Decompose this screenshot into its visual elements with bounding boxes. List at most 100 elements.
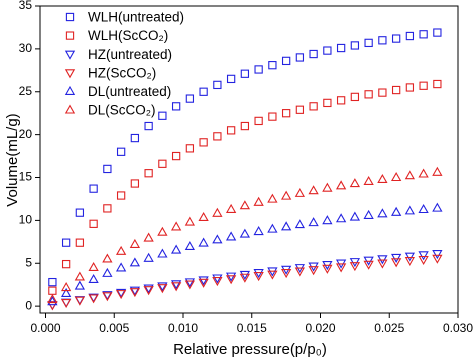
- y-tick-label: 35: [19, 0, 33, 12]
- data-point: [184, 240, 196, 251]
- data-point: [378, 88, 387, 97]
- data-point: [226, 126, 236, 135]
- data-point: [268, 61, 277, 70]
- data-point: [335, 213, 347, 223]
- data-point: [280, 269, 292, 279]
- legend-marker: [65, 31, 75, 40]
- data-point: [103, 164, 112, 174]
- data-point: [225, 203, 237, 213]
- data-point: [89, 219, 98, 228]
- data-point: [432, 202, 443, 212]
- y-axis-title: Volume(mL/g): [4, 113, 21, 206]
- x-tick-label: 0.020: [305, 321, 335, 335]
- legend-text: HZ(ScCO₂): [88, 65, 156, 80]
- data-point: [48, 286, 57, 295]
- data-point: [170, 244, 182, 254]
- data-point: [350, 92, 360, 102]
- data-point: [309, 49, 318, 59]
- data-point: [61, 238, 71, 247]
- data-point: [115, 262, 127, 272]
- data-point: [184, 216, 196, 226]
- data-point: [404, 170, 416, 180]
- data-point: [143, 286, 154, 296]
- data-point: [254, 116, 263, 126]
- data-point: [212, 234, 223, 244]
- data-point: [226, 74, 236, 84]
- data-point: [253, 196, 264, 206]
- data-point: [61, 259, 71, 269]
- plot-frame: [39, 5, 459, 314]
- data-point: [405, 31, 415, 41]
- x-tick-label: 0.015: [237, 321, 267, 335]
- legend-text: WLH(ScCO₂): [88, 28, 168, 43]
- data-point: [60, 298, 72, 308]
- data-point: [60, 282, 72, 292]
- data-point: [404, 257, 416, 267]
- data-point: [280, 190, 292, 200]
- x-tick-label: 0.025: [374, 321, 404, 335]
- data-point: [143, 252, 154, 262]
- data-point: [268, 112, 277, 121]
- data-point: [432, 254, 443, 264]
- data-point: [239, 273, 251, 283]
- data-point: [378, 36, 387, 45]
- data-point: [253, 272, 264, 282]
- data-point: [198, 278, 209, 288]
- data-point: [185, 94, 195, 103]
- data-point: [432, 250, 443, 260]
- data-point: [170, 221, 182, 231]
- legend-marker: [64, 85, 76, 95]
- data-point: [47, 294, 58, 304]
- data-point: [102, 267, 113, 277]
- data-point: [213, 80, 222, 90]
- data-point: [75, 238, 85, 247]
- data-point: [157, 284, 168, 294]
- y-tick-label: 0: [25, 298, 32, 312]
- data-point: [419, 30, 428, 39]
- data-point: [391, 85, 401, 95]
- data-point: [418, 168, 429, 178]
- y-tick-label: 30: [19, 41, 33, 55]
- data-point: [390, 206, 402, 216]
- data-point: [364, 38, 373, 48]
- y-tick-label: 15: [19, 170, 33, 184]
- data-point: [377, 173, 388, 184]
- data-point: [390, 171, 402, 182]
- legend-text: HZ(untreated): [88, 47, 172, 62]
- data-point: [157, 282, 168, 292]
- legend-text: DL(ScCO₂): [88, 103, 156, 118]
- data-point: [89, 184, 98, 193]
- data-point: [48, 277, 57, 287]
- data-point: [364, 90, 373, 99]
- data-point: [199, 138, 208, 147]
- y-tick-label: 25: [19, 84, 33, 98]
- data-point: [213, 132, 222, 141]
- legend-marker: [64, 69, 76, 79]
- data-point: [103, 204, 112, 213]
- data-point: [184, 280, 196, 290]
- data-point: [144, 169, 153, 178]
- data-point: [198, 237, 209, 247]
- data-point: [184, 278, 196, 288]
- data-point: [363, 209, 374, 219]
- data-point: [254, 65, 263, 74]
- legend-marker: [64, 50, 76, 60]
- data-point: [295, 53, 305, 62]
- data-point: [171, 102, 181, 111]
- data-point: [295, 105, 305, 114]
- data-point: [75, 208, 85, 217]
- data-point: [157, 226, 168, 236]
- data-point: [143, 232, 154, 242]
- data-point: [239, 270, 251, 280]
- legend-marker: [65, 12, 75, 22]
- y-tick-label: 5: [25, 255, 32, 269]
- data-point: [377, 255, 388, 265]
- data-point: [308, 217, 319, 227]
- data-point: [198, 276, 209, 286]
- data-point: [390, 253, 402, 263]
- data-point: [199, 87, 208, 96]
- data-point: [433, 28, 442, 37]
- data-point: [267, 223, 278, 233]
- data-point: [335, 263, 347, 273]
